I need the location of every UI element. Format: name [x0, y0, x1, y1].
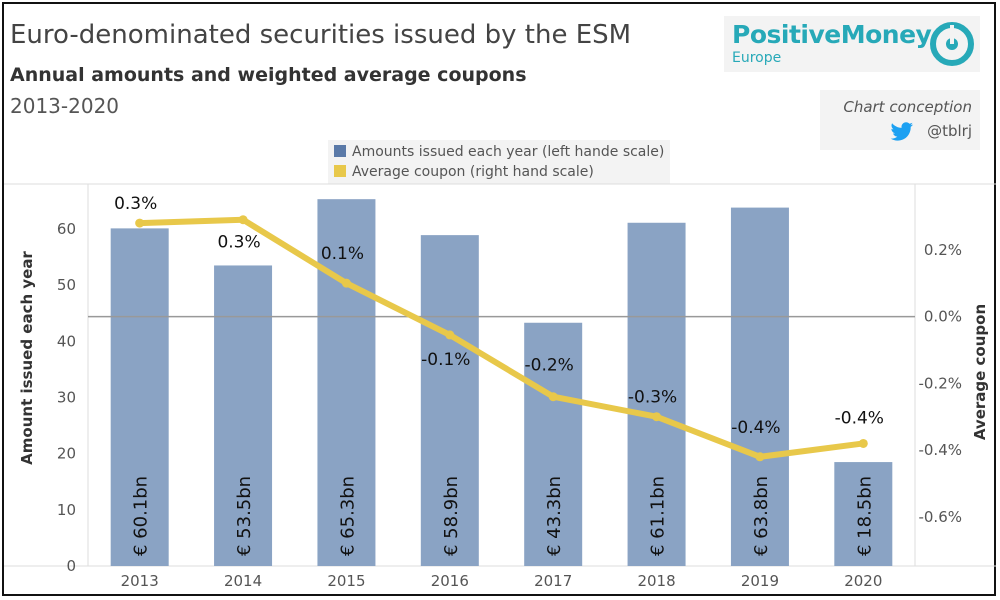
coupon-label-2013: 0.3%	[114, 194, 157, 214]
chart-legend: Amounts issued each year (left hande sca…	[328, 140, 670, 184]
bar-2017	[524, 322, 583, 566]
right-tick--0.4%: -0.4%	[918, 441, 962, 459]
left-tick-30: 30	[57, 388, 76, 406]
coupon-point-2017	[548, 392, 558, 402]
coupon-label-2014: 0.3%	[217, 233, 260, 253]
bar-label-2017: € 43.3bn	[544, 476, 565, 556]
right-tick--0.2%: -0.2%	[918, 374, 962, 392]
bar-2020	[834, 462, 893, 566]
logo-name: PositiveMoney	[732, 20, 932, 49]
positive-money-logo: PositiveMoney Europe	[724, 16, 980, 72]
right-tick-0.2%: 0.2%	[924, 241, 962, 259]
x-tick-2018: 2018	[637, 572, 675, 590]
twitter-bird-icon	[890, 122, 913, 141]
x-tick-2020: 2020	[844, 572, 882, 590]
y-axis-title-left: Amount issued each year	[18, 251, 36, 465]
logo-mark-icon	[930, 22, 974, 66]
legend-swatch-line	[334, 165, 346, 177]
coupon-point-2015	[341, 278, 351, 288]
coupon-label-2018: -0.3%	[628, 388, 677, 408]
bar-label-2015: € 65.3bn	[337, 476, 358, 556]
x-tick-2016: 2016	[431, 572, 469, 590]
left-tick-40: 40	[57, 332, 76, 350]
coupon-label-2019: -0.4%	[731, 418, 780, 438]
legend-label-bars: Amounts issued each year (left hande sca…	[352, 144, 665, 160]
plot-area	[4, 183, 996, 567]
x-tick-2013: 2013	[121, 572, 159, 590]
x-tick-2019: 2019	[741, 572, 779, 590]
right-tick-0.0%: 0.0%	[924, 308, 962, 326]
chart-subtitle: Annual amounts and weighted average coup…	[10, 64, 527, 86]
coupon-line	[136, 216, 867, 460]
bar-2013	[110, 228, 169, 567]
x-tick-2015: 2015	[327, 572, 365, 590]
bar-label-2016: € 58.9bn	[441, 476, 462, 556]
right-tick--0.6%: -0.6%	[918, 508, 962, 526]
coupon-label-2015: 0.1%	[321, 244, 364, 264]
bar-2014	[214, 265, 273, 566]
coupon-point-2018	[652, 412, 662, 422]
legend-swatch-bars	[334, 145, 346, 157]
coupon-point-2014	[238, 215, 248, 225]
bar-2015	[317, 199, 376, 566]
logo-sub: Europe	[732, 50, 782, 66]
bar-label-2018: € 61.1bn	[648, 476, 669, 556]
y-axis-title-right: Average coupon	[971, 304, 989, 440]
x-tick-2017: 2017	[534, 572, 572, 590]
credit-text: Chart conception	[843, 98, 972, 116]
chart-years: 2013-2020	[10, 94, 120, 118]
credit-handle: @tblrj	[927, 122, 972, 140]
left-tick-20: 20	[57, 445, 76, 463]
coupon-label-2017: -0.2%	[525, 356, 574, 376]
legend-item-bars: Amounts issued each year (left hande sca…	[334, 144, 664, 162]
coupon-point-2020	[858, 438, 868, 448]
bar-2018	[627, 222, 686, 566]
bar-label-2013: € 60.1bn	[131, 476, 152, 556]
bar-2019	[730, 207, 789, 566]
coupon-point-2013	[135, 218, 145, 228]
left-tick-50: 50	[57, 276, 76, 294]
bar-2016	[420, 235, 479, 566]
legend-item-line: Average coupon (right hand scale)	[334, 164, 594, 182]
bar-label-2020: € 18.5bn	[854, 476, 875, 556]
bar-label-2019: € 63.8bn	[751, 476, 772, 556]
chart-title: Euro-denominated securities issued by th…	[10, 20, 632, 50]
left-tick-60: 60	[57, 220, 76, 238]
legend-label-line: Average coupon (right hand scale)	[352, 164, 594, 180]
left-tick-10: 10	[57, 501, 76, 519]
x-tick-2014: 2014	[224, 572, 262, 590]
coupon-point-2016	[445, 330, 455, 340]
left-tick-0: 0	[66, 557, 76, 575]
coupon-label-2020: -0.4%	[835, 408, 884, 428]
coupon-point-2019	[755, 452, 765, 462]
credit-box: Chart conception @tblrj	[820, 90, 980, 150]
bar-label-2014: € 53.5bn	[234, 476, 255, 556]
coupon-label-2016: -0.1%	[421, 350, 470, 370]
